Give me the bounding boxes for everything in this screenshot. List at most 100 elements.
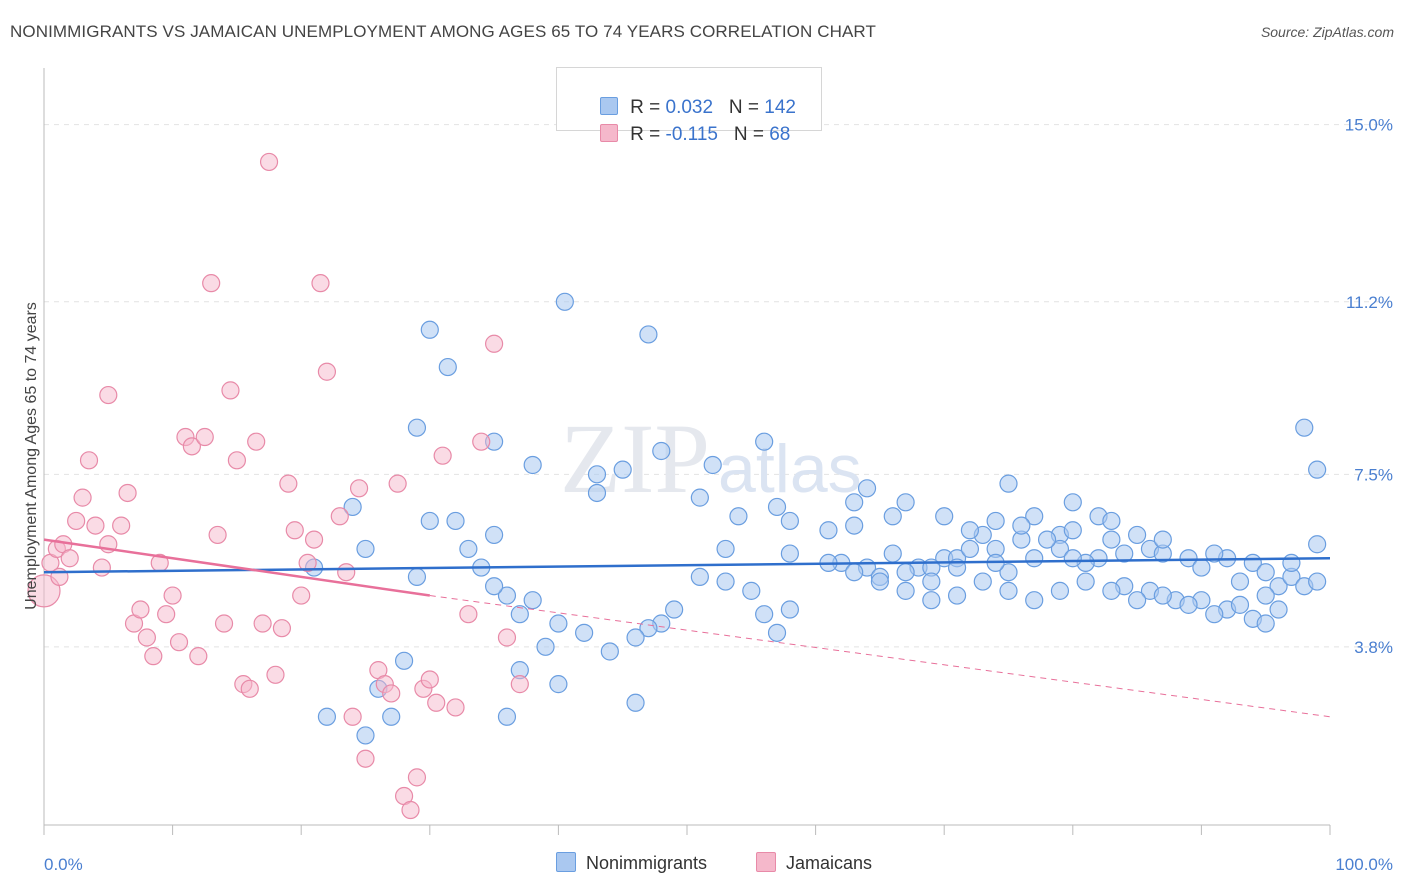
data-point-nonimmigrants bbox=[1115, 544, 1134, 563]
data-point-jamaicans bbox=[131, 600, 150, 619]
data-point-nonimmigrants bbox=[1205, 544, 1224, 563]
data-point-nonimmigrants bbox=[549, 614, 568, 633]
data-point-jamaicans bbox=[427, 693, 446, 712]
data-point-nonimmigrants bbox=[870, 572, 890, 591]
data-point-jamaicans bbox=[266, 665, 285, 684]
data-point-nonimmigrants bbox=[716, 572, 735, 591]
data-point-nonimmigrants bbox=[999, 581, 1018, 600]
data-point-nonimmigrants bbox=[1102, 530, 1121, 549]
data-point-jamaicans bbox=[253, 614, 272, 633]
data-point-jamaicans bbox=[285, 521, 304, 540]
data-point-jamaicans bbox=[73, 488, 92, 507]
chart-title: NONIMMIGRANTS VS JAMAICAN UNEMPLOYMENT A… bbox=[10, 22, 876, 41]
data-point-jamaicans bbox=[92, 558, 111, 577]
data-point-nonimmigrants bbox=[1063, 521, 1082, 540]
data-point-nonimmigrants bbox=[1050, 539, 1070, 559]
data-point-nonimmigrants bbox=[343, 497, 362, 517]
data-point-nonimmigrants bbox=[549, 675, 568, 694]
blue-swatch bbox=[556, 852, 576, 872]
data-point-nonimmigrants bbox=[485, 577, 504, 596]
data-point-nonimmigrants bbox=[1102, 511, 1121, 531]
data-point-nonimmigrants bbox=[1179, 549, 1198, 568]
data-point-jamaicans bbox=[169, 633, 189, 652]
data-point-jamaicans bbox=[272, 619, 292, 638]
data-point-nonimmigrants bbox=[1025, 591, 1044, 610]
data-point-nonimmigrants bbox=[1025, 549, 1044, 568]
data-point-nonimmigrants bbox=[356, 539, 375, 559]
n-label: N = bbox=[728, 97, 765, 118]
data-point-jamaicans bbox=[337, 563, 356, 582]
data-point-jamaicans bbox=[311, 274, 330, 293]
data-point-jamaicans bbox=[86, 516, 105, 535]
data-point-nonimmigrants bbox=[922, 572, 941, 591]
data-point-nonimmigrants bbox=[536, 637, 555, 656]
data-point-jamaicans bbox=[112, 516, 131, 535]
data-point-nonimmigrants bbox=[1076, 572, 1095, 591]
data-point-nonimmigrants bbox=[1179, 595, 1198, 614]
data-point-jamaicans bbox=[343, 707, 362, 726]
data-point-nonimmigrants bbox=[1153, 530, 1172, 549]
data-point-jamaicans bbox=[247, 432, 266, 451]
source-credit: Source: ZipAtlas.com bbox=[1260, 24, 1394, 40]
data-point-nonimmigrants bbox=[382, 707, 401, 726]
data-point-jamaicans bbox=[317, 362, 337, 381]
data-point-jamaicans bbox=[99, 385, 118, 405]
data-point-nonimmigrants bbox=[883, 507, 902, 526]
data-point-nonimmigrants bbox=[1282, 553, 1301, 573]
data-point-jamaicans bbox=[195, 427, 214, 447]
data-point-nonimmigrants bbox=[1256, 586, 1275, 605]
data-point-nonimmigrants bbox=[523, 455, 542, 475]
data-point-nonimmigrants bbox=[639, 619, 658, 638]
data-point-jamaicans bbox=[304, 530, 324, 549]
y-axis-label: Unemployment Among Ages 65 to 74 years bbox=[23, 302, 40, 610]
data-point-nonimmigrants bbox=[703, 455, 722, 475]
data-point-jamaicans bbox=[221, 381, 240, 400]
watermark-zip: ZIP bbox=[560, 403, 710, 514]
data-point-nonimmigrants bbox=[600, 642, 619, 661]
y-tick-labels: 3.8% 7.5% 11.2% 15.0% bbox=[1345, 116, 1393, 657]
data-point-jamaicans bbox=[60, 549, 79, 568]
data-point-nonimmigrants bbox=[652, 441, 671, 461]
data-point-nonimmigrants bbox=[1050, 581, 1070, 600]
data-point-jamaicans bbox=[388, 474, 407, 493]
data-point-nonimmigrants bbox=[626, 693, 645, 712]
x-tick-min: 0.0% bbox=[44, 855, 83, 874]
data-point-nonimmigrants bbox=[716, 539, 735, 559]
gridlines bbox=[44, 124, 1392, 648]
data-point-jamaicans bbox=[259, 152, 279, 172]
data-point-jamaicans bbox=[382, 684, 401, 703]
data-point-jamaicans bbox=[497, 628, 517, 647]
y-tick-label: 15.0% bbox=[1345, 116, 1393, 135]
data-point-nonimmigrants bbox=[1256, 563, 1275, 582]
data-point-nonimmigrants bbox=[883, 544, 902, 563]
data-point-jamaicans bbox=[163, 586, 182, 605]
data-point-nonimmigrants bbox=[999, 474, 1018, 493]
data-point-jamaicans bbox=[472, 432, 491, 451]
data-point-nonimmigrants bbox=[1269, 577, 1288, 596]
data-point-nonimmigrants bbox=[497, 586, 517, 605]
data-point-jamaicans bbox=[349, 479, 369, 498]
data-point-jamaicans bbox=[420, 670, 439, 689]
data-point-nonimmigrants bbox=[780, 511, 799, 531]
data-point-nonimmigrants bbox=[523, 591, 542, 610]
data-point-nonimmigrants bbox=[575, 623, 594, 642]
n-label: N = bbox=[733, 124, 770, 145]
data-point-jamaicans bbox=[292, 586, 311, 605]
data-point-nonimmigrants bbox=[845, 563, 864, 582]
data-point-nonimmigrants bbox=[960, 521, 980, 540]
data-point-jamaicans bbox=[510, 675, 529, 694]
data-point-nonimmigrants bbox=[960, 539, 980, 559]
data-point-nonimmigrants bbox=[613, 460, 632, 479]
data-point-jamaicans bbox=[27, 574, 61, 608]
data-point-jamaicans bbox=[137, 628, 156, 647]
data-point-nonimmigrants bbox=[896, 563, 915, 582]
blue-swatch bbox=[600, 97, 619, 115]
y-tick-label: 3.8% bbox=[1354, 638, 1393, 657]
data-point-jamaicans bbox=[485, 334, 504, 353]
data-point-nonimmigrants bbox=[1308, 572, 1327, 591]
data-point-nonimmigrants bbox=[973, 572, 992, 591]
data-point-nonimmigrants bbox=[485, 525, 504, 545]
data-point-nonimmigrants bbox=[317, 707, 337, 726]
data-point-nonimmigrants bbox=[1063, 493, 1082, 512]
